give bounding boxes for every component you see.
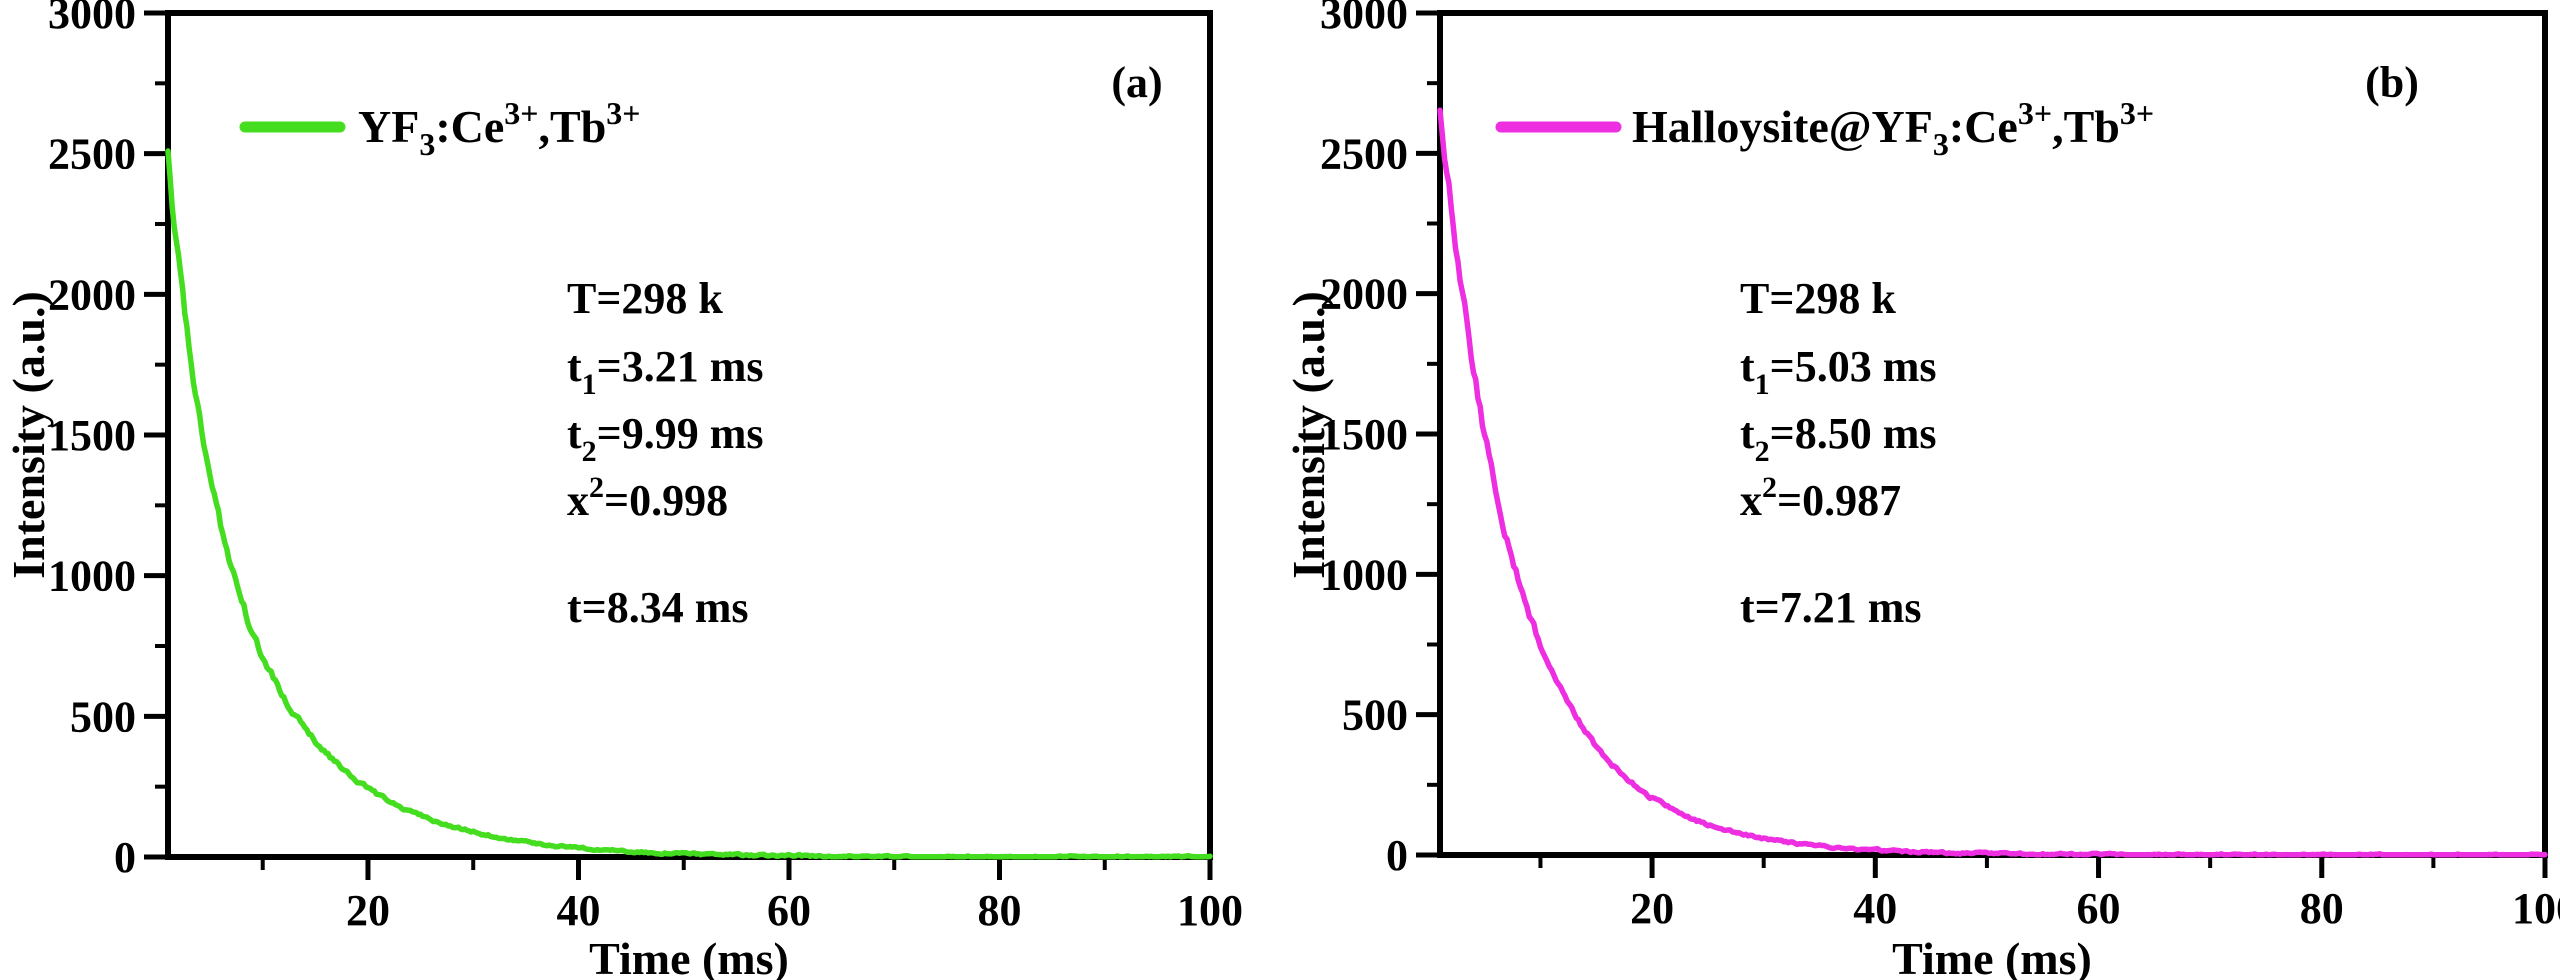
y-tick-label: 0 (114, 833, 136, 882)
panel-a-x-axis-title: Time (ms) (589, 933, 789, 980)
x-axis-ticks: 20 40 60 80 100 (260, 857, 1243, 935)
x-tick-label: 20 (1630, 884, 1674, 933)
x-tick-label: 100 (2512, 884, 2560, 933)
x-tick-label: 20 (346, 886, 390, 935)
annotation-line: t1=5.03 ms (1740, 342, 1937, 401)
y-tick-label: 3000 (48, 0, 136, 38)
panel-a: Time (ms) Intensity (a.u.) (a) 0 500 1000 1… (3, 0, 1243, 980)
legend: Halloysite@YF3:Ce3+,Tb3+ (1495, 95, 2154, 162)
y-tick-label: 1000 (48, 552, 136, 601)
y-axis-ticks: 0 500 1000 1500 2000 2500 3000 (48, 0, 168, 882)
annotation-line: t2=9.99 ms (567, 409, 764, 468)
annotation-line: t2=8.50 ms (1740, 409, 1937, 468)
decay-curve (1437, 107, 2548, 858)
panel-a-y-axis-title: Intensity (a.u.) (3, 291, 54, 579)
x-tick-label: 40 (556, 886, 600, 935)
y-tick-label: 1000 (1320, 550, 1408, 599)
y-tick-label: 1500 (1320, 410, 1408, 459)
y-tick-label: 0 (1386, 831, 1408, 880)
legend-label: Halloysite@YF3:Ce3+,Tb3+ (1632, 95, 2154, 162)
y-tick-label: 2500 (48, 130, 136, 179)
panel-a-label: (a) (1111, 58, 1162, 107)
annotation-line: t=8.34 ms (567, 583, 749, 632)
panel-b-x-axis-title: Time (ms) (1892, 933, 2092, 980)
x-tick-label: 40 (1853, 884, 1897, 933)
annotation-line: t=7.21 ms (1740, 583, 1922, 632)
legend-label: YF3:Ce3+,Tb3+ (358, 95, 641, 162)
x-tick-label: 100 (1177, 886, 1243, 935)
annotation-line: T=298 k (1740, 274, 1896, 323)
y-tick-label: 500 (70, 692, 136, 741)
x-axis-ticks: 20 40 60 80 100 (1538, 855, 2560, 933)
legend: YF3:Ce3+,Tb3+ (239, 95, 641, 162)
annotation-line: T=298 k (567, 274, 723, 323)
y-tick-label: 2000 (48, 270, 136, 319)
x-tick-label: 80 (2300, 884, 2344, 933)
annotation-line: x2=0.998 (567, 471, 728, 525)
panel-b: Time (ms) Intensity (a.u.) (b) 0 500 1000 1… (1283, 0, 2560, 980)
annotation-line: x2=0.987 (1740, 471, 1901, 525)
y-tick-label: 500 (1342, 691, 1408, 740)
annotation-line: t1=3.21 ms (567, 342, 764, 401)
x-tick-label: 60 (2077, 884, 2121, 933)
panel-b-plot-area: 0 500 1000 1500 2000 2500 3000 20 40 60 80 100 Hallo… (1320, 0, 2560, 933)
x-tick-label: 80 (977, 886, 1021, 935)
y-axis-ticks: 0 500 1000 1500 2000 2500 3000 (1320, 0, 1440, 880)
decay-curve (165, 148, 1213, 860)
y-tick-label: 2000 (1320, 270, 1408, 319)
panel-b-label: (b) (2365, 58, 2419, 107)
panel-a-plot-area: 0 500 1000 1500 2000 2500 3000 20 40 60 80 100 YF3:C… (48, 0, 1243, 935)
x-tick-label: 60 (767, 886, 811, 935)
y-tick-label: 1500 (48, 411, 136, 460)
y-tick-label: 2500 (1320, 129, 1408, 178)
y-tick-label: 3000 (1320, 0, 1408, 38)
panel-b-y-axis-title: Intensity (a.u.) (1283, 291, 1334, 579)
